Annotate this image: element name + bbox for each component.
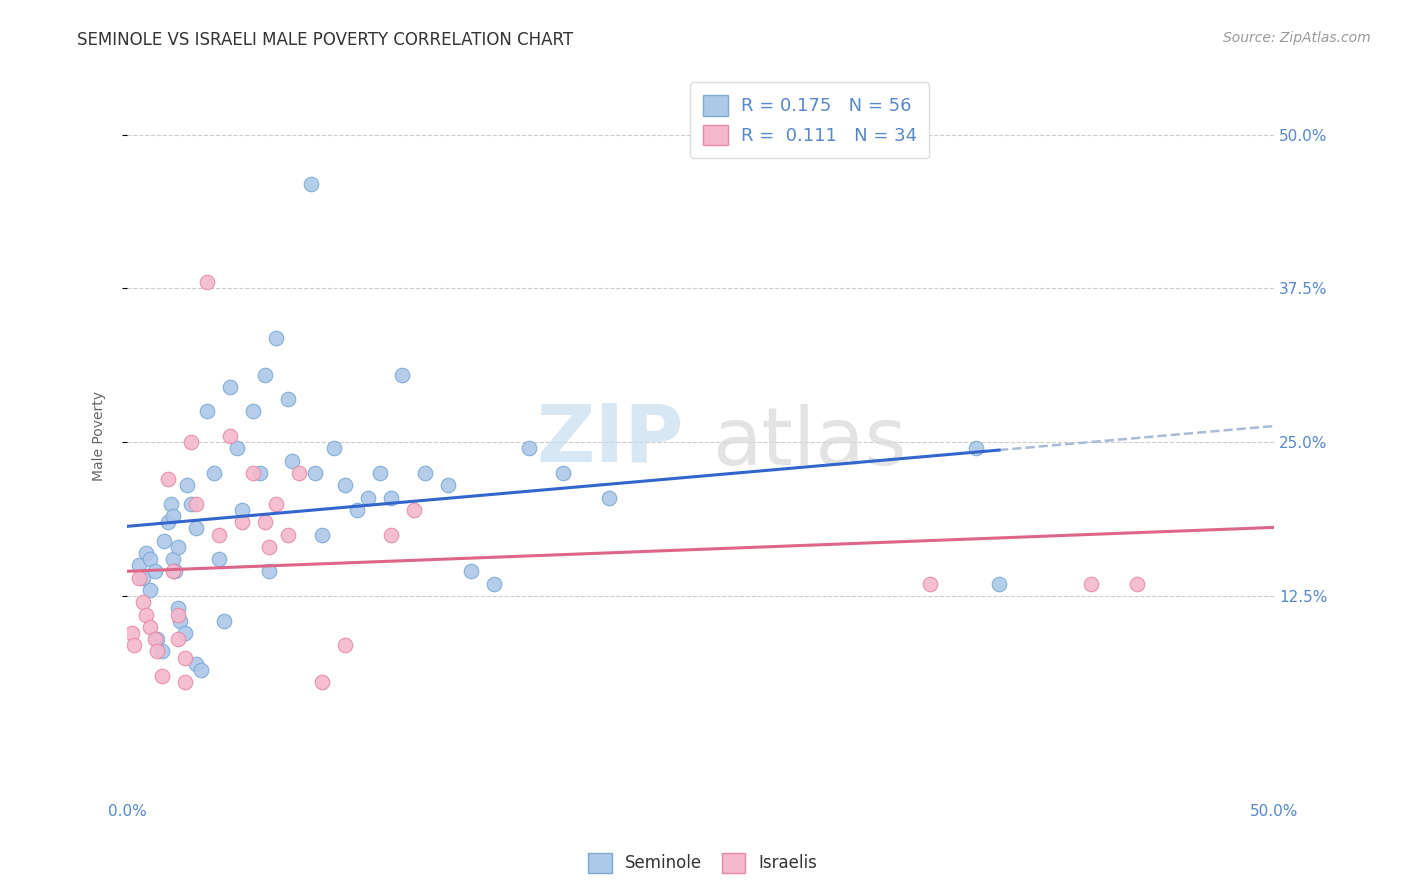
Point [242, 466, 264, 480]
Point [380, 527, 402, 541]
Point [266, 330, 288, 344]
Point [259, 565, 281, 579]
Point [132, 571, 155, 585]
Point [322, 442, 344, 456]
Point [121, 626, 143, 640]
Point [304, 466, 326, 480]
Point [231, 515, 253, 529]
Point [266, 497, 288, 511]
Point [212, 614, 235, 628]
Point [173, 650, 195, 665]
Point [380, 491, 402, 505]
Point [249, 466, 271, 480]
Y-axis label: Male Poverty: Male Poverty [93, 391, 107, 481]
Point [202, 466, 225, 480]
Point [166, 601, 188, 615]
Point [333, 638, 356, 652]
Point [143, 565, 166, 579]
Point [311, 527, 333, 541]
Point [197, 275, 219, 289]
Point [1125, 576, 1147, 591]
Point [190, 663, 212, 677]
Point [139, 582, 162, 597]
Point [277, 527, 299, 541]
Point [153, 533, 176, 548]
Point [299, 177, 322, 191]
Point [166, 540, 188, 554]
Point [162, 552, 184, 566]
Point [346, 503, 368, 517]
Point [281, 453, 304, 467]
Point [176, 478, 198, 492]
Text: Source: ZipAtlas.com: Source: ZipAtlas.com [1223, 31, 1371, 45]
Point [166, 607, 188, 622]
Point [437, 478, 460, 492]
Point [357, 491, 380, 505]
Point [208, 552, 231, 566]
Point [146, 632, 169, 647]
Point [166, 632, 188, 647]
Point [150, 644, 173, 658]
Point [139, 552, 162, 566]
Point [134, 607, 156, 622]
Point [333, 478, 356, 492]
Point [226, 442, 249, 456]
Point [184, 657, 207, 671]
Point [231, 503, 253, 517]
Point [180, 435, 202, 450]
Text: SEMINOLE VS ISRAELI MALE POVERTY CORRELATION CHART: SEMINOLE VS ISRAELI MALE POVERTY CORRELA… [77, 31, 574, 49]
Point [517, 442, 540, 456]
Point [139, 620, 162, 634]
Point [311, 675, 333, 690]
Point [184, 521, 207, 535]
Point [128, 571, 150, 585]
Point [146, 644, 169, 658]
Point [208, 527, 231, 541]
Point [368, 466, 391, 480]
Text: atlas: atlas [713, 404, 907, 483]
Point [159, 497, 181, 511]
Point [157, 515, 180, 529]
Point [219, 429, 242, 443]
Point [965, 442, 987, 456]
Point [242, 404, 264, 418]
Legend: R = 0.175   N = 56, R =  0.111   N = 34: R = 0.175 N = 56, R = 0.111 N = 34 [690, 82, 929, 158]
Point [598, 491, 620, 505]
Point [402, 503, 425, 517]
Point [157, 472, 180, 486]
Point [391, 368, 413, 382]
Point [184, 497, 207, 511]
Point [180, 497, 202, 511]
Point [162, 565, 184, 579]
Point [197, 404, 219, 418]
Point [415, 466, 437, 480]
Legend: Seminole, Israelis: Seminole, Israelis [582, 847, 824, 880]
Point [150, 669, 173, 683]
Point [219, 380, 242, 394]
Point [277, 392, 299, 406]
Point [253, 368, 276, 382]
Point [1080, 576, 1102, 591]
Point [253, 515, 276, 529]
Point [169, 614, 191, 628]
Point [162, 509, 184, 524]
Point [143, 632, 166, 647]
Point [134, 546, 156, 560]
Point [128, 558, 150, 573]
Point [988, 576, 1011, 591]
Point [551, 466, 574, 480]
Point [165, 565, 187, 579]
Point [920, 576, 942, 591]
Point [173, 626, 195, 640]
Point [122, 638, 145, 652]
Point [132, 595, 155, 609]
Point [173, 675, 195, 690]
Point [460, 565, 482, 579]
Point [288, 466, 311, 480]
Point [259, 540, 281, 554]
Text: ZIP: ZIP [536, 401, 683, 479]
Point [484, 576, 506, 591]
